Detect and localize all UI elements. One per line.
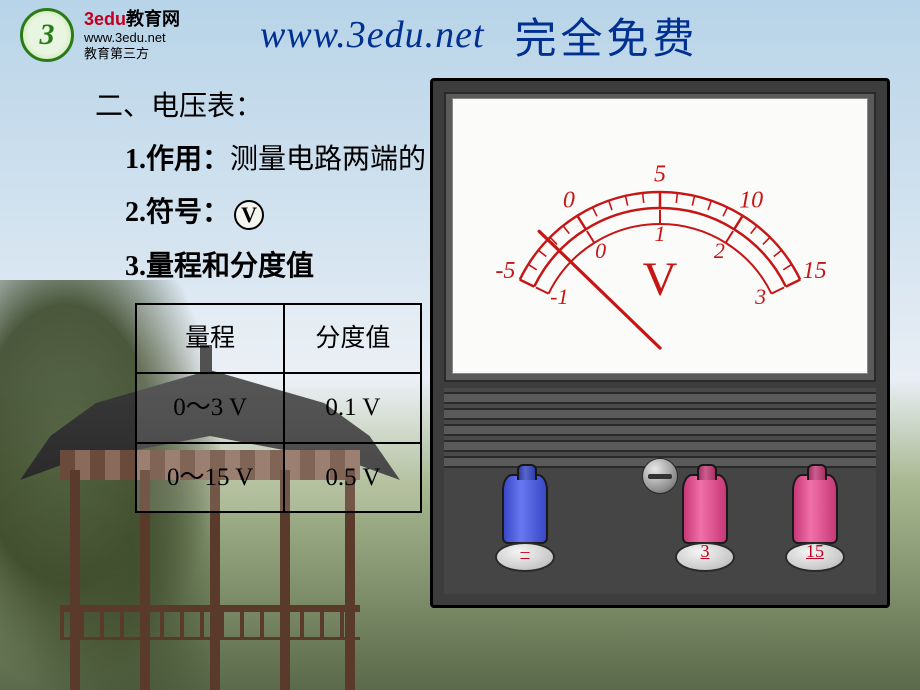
- item-1-label: 1.作用：: [125, 144, 230, 175]
- range-table: 量程分度值 0～3 V0.1 V 0～15 V0.5 V: [135, 303, 422, 514]
- item-3-label: 3.量程和分度值: [125, 251, 314, 282]
- terminal-3v[interactable]: 3: [670, 466, 740, 576]
- pavilion-rail: [60, 605, 360, 640]
- plug-3v: [682, 474, 728, 544]
- header-free: 完全免费: [515, 5, 699, 66]
- th-div: 分度值: [284, 304, 421, 374]
- brand-domain: www.3edu.net: [84, 30, 180, 46]
- svg-text:10: 10: [739, 188, 763, 214]
- plug-15v: [792, 474, 838, 544]
- cell-r1-div: 0.1 V: [284, 373, 421, 443]
- item-1: 1.作用：测量电路两端的: [95, 133, 426, 186]
- meter-scale: -5051015-10123: [452, 98, 868, 374]
- header-url: www.3edu.net: [260, 13, 485, 57]
- terminal-base: 15: [785, 542, 845, 572]
- th-range: 量程: [136, 304, 284, 374]
- svg-text:0: 0: [563, 188, 575, 214]
- terminal-label-neg: –: [497, 541, 553, 562]
- site-header: 3 3edu教育网 www.3edu.net 教育第三方 www.3edu.ne…: [0, 0, 920, 70]
- item-2: 2.符号：V: [95, 186, 426, 239]
- table-row: 0～3 V0.1 V: [136, 373, 421, 443]
- voltmeter: -5051015-10123 V – 3 15: [430, 78, 890, 608]
- logo-text: 3edu教育网 www.3edu.net 教育第三方: [84, 8, 180, 63]
- section-title: 二、电压表：: [95, 80, 426, 133]
- terminal-label-15: 15: [787, 541, 843, 562]
- table-row: 0～15 V0.5 V: [136, 443, 421, 513]
- item-2-label: 2.符号：: [125, 197, 230, 228]
- logo-badge: 3: [20, 8, 74, 62]
- terminal-negative[interactable]: –: [490, 466, 560, 576]
- terminal-label-3: 3: [677, 541, 733, 562]
- meter-ribs: [444, 388, 876, 468]
- meter-unit: V: [430, 252, 890, 307]
- table-row: 量程分度值: [136, 304, 421, 374]
- brand-prefix: 3edu: [84, 9, 126, 29]
- plug-negative: [502, 474, 548, 544]
- cell-r1-range: 0～3 V: [136, 373, 284, 443]
- logo-glyph: 3: [40, 18, 55, 52]
- brand-suffix: 教育网: [126, 9, 180, 29]
- cell-r2-div: 0.5 V: [284, 443, 421, 513]
- terminal-base: 3: [675, 542, 735, 572]
- brand-tagline: 教育第三方: [84, 46, 180, 62]
- item-1-text: 测量电路两端的: [230, 144, 426, 175]
- voltmeter-symbol: V: [234, 200, 264, 230]
- svg-text:1: 1: [655, 221, 666, 246]
- terminal-15v[interactable]: 15: [780, 466, 850, 576]
- item-3: 3.量程和分度值: [95, 240, 426, 293]
- cell-r2-range: 0～15 V: [136, 443, 284, 513]
- terminal-base: –: [495, 542, 555, 572]
- lesson-content: 二、电压表： 1.作用：测量电路两端的 2.符号：V 3.量程和分度值 量程分度…: [95, 80, 426, 513]
- svg-text:5: 5: [654, 162, 666, 188]
